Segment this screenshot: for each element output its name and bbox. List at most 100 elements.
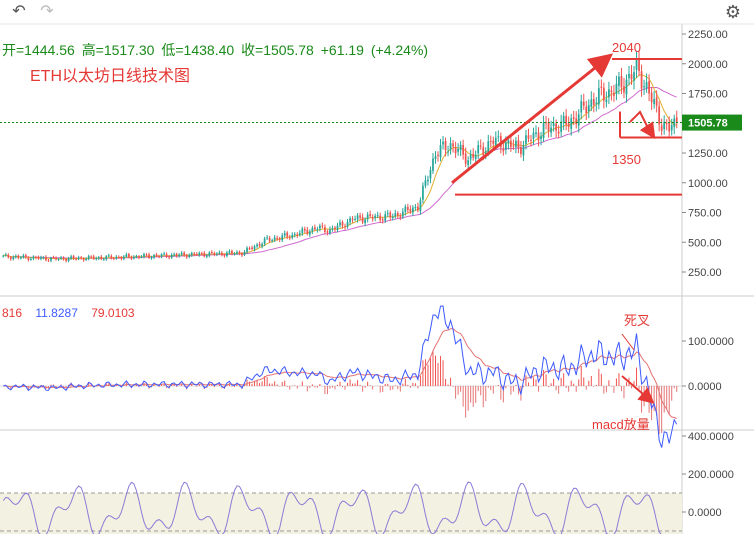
- candle-body: [560, 121, 563, 132]
- candle-body: [442, 141, 444, 145]
- candle-body: [414, 207, 417, 209]
- close-value: 收=1505.78: [241, 42, 314, 58]
- candle-body: [128, 254, 130, 257]
- candle-body: [228, 251, 231, 253]
- candle-body: [537, 132, 540, 141]
- candle-body: [655, 97, 658, 106]
- macd-line: [3, 305, 678, 448]
- candle-body: [334, 227, 336, 230]
- candle-body: [457, 149, 459, 152]
- undo-arrow-icon[interactable]: ↶: [12, 3, 26, 20]
- candle-body: [138, 256, 140, 258]
- candle-body: [253, 246, 256, 250]
- candle-body: [628, 73, 630, 78]
- candle-body: [663, 121, 666, 130]
- candle-body: [369, 214, 372, 217]
- candle-body: [417, 206, 419, 211]
- y-tick-label: 400.0000: [688, 431, 734, 443]
- candle-body: [145, 254, 148, 256]
- change-value: +61.19: [320, 42, 364, 58]
- candle-body: [47, 260, 50, 262]
- candle-body: [80, 257, 83, 259]
- candle-body: [469, 154, 472, 160]
- candle-body: [540, 136, 542, 140]
- candle-body: [374, 215, 377, 218]
- rsi-band: [0, 493, 682, 534]
- macd-value-3: 79.0103: [91, 306, 135, 320]
- candle-body: [233, 253, 236, 255]
- y-tick-label: 0.0000: [688, 381, 722, 393]
- candle-body: [155, 254, 158, 256]
- candle-body: [552, 123, 555, 127]
- chart-title: ETH以太坊日线技术图: [30, 68, 191, 85]
- candle-body: [401, 211, 404, 217]
- candle-body: [482, 147, 485, 156]
- candle-body: [205, 255, 208, 257]
- candle-body: [585, 106, 588, 113]
- candle-body: [545, 122, 547, 124]
- macd-value-2: 11.8287: [35, 306, 78, 320]
- support-label: 1350: [612, 152, 641, 167]
- candle-body: [472, 154, 475, 158]
- gear-icon[interactable]: ⚙: [724, 2, 742, 22]
- y-tick-label: 100.0000: [688, 336, 734, 348]
- candle-body: [447, 151, 449, 153]
- candle-body: [163, 253, 165, 255]
- high-value: 高=1517.30: [81, 42, 155, 58]
- candle-body: [178, 254, 181, 257]
- low-value: 低=1438.40: [161, 42, 235, 58]
- death-cross-pointer: [621, 333, 635, 351]
- candle-body: [130, 257, 133, 259]
- death-cross-label: 死叉: [624, 313, 651, 328]
- candle-body: [40, 257, 42, 259]
- rsi-line: [2, 481, 662, 534]
- candle-body: [602, 87, 605, 101]
- candle-body: [449, 143, 452, 151]
- y-tick-label: 500.00: [688, 237, 722, 249]
- candle-body: [354, 218, 356, 220]
- candle-body: [336, 225, 339, 230]
- candle-body: [396, 213, 399, 216]
- candle-body: [143, 254, 145, 257]
- candle-body: [180, 252, 183, 255]
- candle-body: [522, 145, 525, 156]
- ohlc-readout: 开=1444.56 高=1517.30 低=1438.40 收=1505.78 …: [2, 40, 431, 60]
- candle-body: [517, 140, 520, 148]
- candle-body: [459, 144, 462, 151]
- candle-body: [422, 185, 424, 200]
- candle-body: [75, 258, 78, 260]
- candle-body: [479, 145, 482, 147]
- candle-body: [32, 256, 35, 259]
- candle-body: [276, 237, 279, 239]
- candle-body: [50, 257, 52, 261]
- redo-arrow-icon[interactable]: ↷: [40, 3, 54, 20]
- candle-body: [133, 256, 135, 259]
- candle-body: [37, 257, 40, 259]
- candle-body: [251, 247, 253, 250]
- candle-body: [208, 252, 211, 256]
- candle-body: [100, 256, 103, 260]
- candle-body: [341, 222, 344, 226]
- candle-body: [504, 142, 507, 150]
- candle-body: [308, 231, 311, 235]
- candle-body: [173, 254, 176, 256]
- candle-body: [650, 92, 653, 103]
- candle-body: [19, 257, 22, 259]
- candle-body: [57, 258, 60, 260]
- candle-body: [424, 180, 427, 186]
- candle-body: [170, 254, 173, 258]
- uptrend-arrow: [451, 53, 614, 184]
- candle-body: [85, 258, 88, 261]
- candle-body: [467, 160, 470, 166]
- macd-arrow: [621, 375, 655, 404]
- candle-body: [597, 88, 600, 105]
- candle-body: [87, 256, 90, 259]
- candle-body: [565, 115, 568, 125]
- open-value: 开=1444.56: [2, 42, 75, 58]
- candle-body: [474, 154, 477, 159]
- candle-body: [256, 244, 258, 247]
- candle-body: [95, 258, 98, 260]
- candle-body: [399, 216, 402, 218]
- candle-body: [190, 253, 193, 256]
- candle-body: [17, 255, 20, 258]
